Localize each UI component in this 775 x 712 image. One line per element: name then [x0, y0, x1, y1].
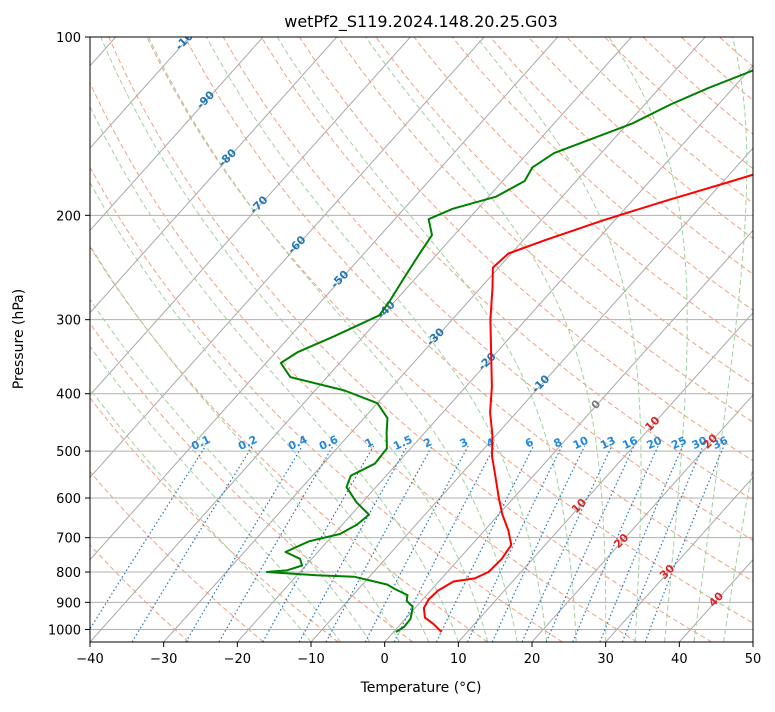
x-tick-label: 10 [450, 652, 467, 667]
y-tick-label: 500 [56, 445, 81, 460]
x-tick-label: 50 [745, 652, 762, 667]
x-tick-label: −20 [224, 652, 251, 667]
y-tick-label: 800 [56, 566, 81, 581]
x-tick-label: 40 [671, 652, 688, 667]
y-tick-label: 100 [56, 31, 81, 46]
y-tick-label: 300 [56, 314, 81, 329]
y-tick-label: 400 [56, 388, 81, 403]
y-axis-label: Pressure (hPa) [11, 289, 27, 389]
y-tick-label: 1000 [48, 623, 81, 638]
y-tick-label: 700 [56, 532, 81, 547]
y-tick-label: 900 [56, 596, 81, 611]
x-tick-label: −10 [297, 652, 324, 667]
chart-title: wetPf2_S119.2024.148.20.25.G03 [284, 12, 558, 32]
y-tick-label: 200 [56, 209, 81, 224]
y-tick-label: 600 [56, 492, 81, 507]
x-tick-label: −30 [150, 652, 177, 667]
x-tick-label: 0 [381, 652, 389, 667]
x-tick-label: 30 [597, 652, 614, 667]
x-tick-label: −40 [76, 652, 103, 667]
x-axis-label: Temperature (°C) [360, 680, 482, 696]
x-tick-label: 20 [524, 652, 541, 667]
